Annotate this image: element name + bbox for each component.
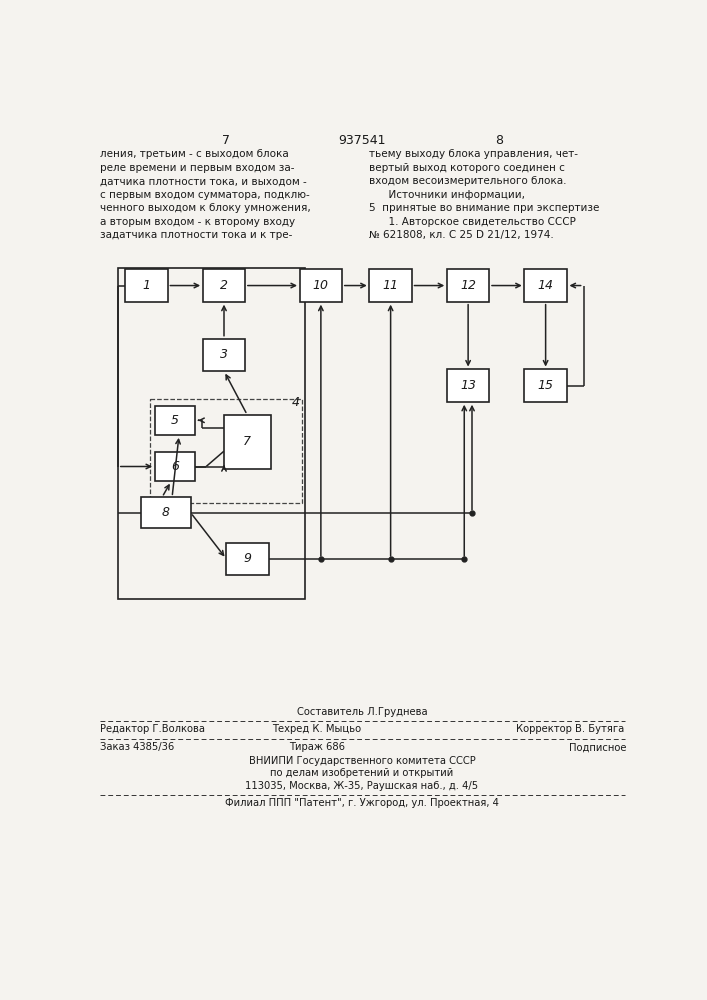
Text: Техред К. Мыцьо: Техред К. Мыцьо (272, 724, 361, 734)
Text: входом весоизмерительного блока.: входом весоизмерительного блока. (369, 176, 566, 186)
FancyBboxPatch shape (125, 269, 168, 302)
Text: Филиал ППП "Патент", г. Ужгород, ул. Проектная, 4: Филиал ППП "Патент", г. Ужгород, ул. Про… (225, 798, 499, 808)
Text: Тираж 686: Тираж 686 (289, 742, 345, 752)
Text: Редактор Г.Волкова: Редактор Г.Волкова (100, 724, 205, 734)
FancyBboxPatch shape (447, 369, 489, 402)
FancyBboxPatch shape (447, 269, 489, 302)
Text: а вторым входом - к второму входу: а вторым входом - к второму входу (100, 217, 295, 227)
Text: 6: 6 (171, 460, 179, 473)
Text: Подписное: Подписное (569, 742, 626, 752)
Text: Заказ 4385/36: Заказ 4385/36 (100, 742, 174, 752)
Text: реле времени и первым входом за-: реле времени и первым входом за- (100, 163, 295, 173)
Text: задатчика плотности тока и к тре-: задатчика плотности тока и к тре- (100, 230, 293, 240)
Text: Составитель Л.Груднева: Составитель Л.Груднева (297, 707, 427, 717)
FancyBboxPatch shape (300, 269, 342, 302)
FancyBboxPatch shape (203, 269, 245, 302)
Text: ченного выходом к блоку умножения,: ченного выходом к блоку умножения, (100, 203, 311, 213)
Text: 1. Авторское свидетельство СССР: 1. Авторское свидетельство СССР (369, 217, 575, 227)
Text: № 621808, кл. С 25 D 21/12, 1974.: № 621808, кл. С 25 D 21/12, 1974. (369, 230, 554, 240)
Text: 11: 11 (382, 279, 399, 292)
Text: 12: 12 (460, 279, 476, 292)
FancyBboxPatch shape (369, 269, 412, 302)
Text: 7: 7 (243, 435, 251, 448)
Text: 13: 13 (460, 379, 476, 392)
Text: 3: 3 (220, 348, 228, 361)
FancyBboxPatch shape (525, 269, 567, 302)
Text: 4: 4 (291, 396, 300, 409)
Text: ления, третьим - с выходом блока: ления, третьим - с выходом блока (100, 149, 288, 159)
Text: 8: 8 (495, 134, 503, 147)
Text: ВНИИПИ Государственного комитета СССР: ВНИИПИ Государственного комитета СССР (249, 756, 475, 766)
Text: 113035, Москва, Ж-35, Раушская наб., д. 4/5: 113035, Москва, Ж-35, Раушская наб., д. … (245, 781, 479, 791)
FancyBboxPatch shape (203, 339, 245, 371)
Text: тьему выходу блока управления, чет-: тьему выходу блока управления, чет- (369, 149, 578, 159)
Text: 5  принятые во внимание при экспертизе: 5 принятые во внимание при экспертизе (369, 203, 600, 213)
FancyBboxPatch shape (224, 415, 271, 469)
Text: с первым входом сумматора, подклю-: с первым входом сумматора, подклю- (100, 190, 310, 200)
Text: 1: 1 (143, 279, 151, 292)
Text: 10: 10 (313, 279, 329, 292)
FancyBboxPatch shape (141, 497, 191, 528)
Text: 15: 15 (537, 379, 554, 392)
Text: датчика плотности тока, и выходом -: датчика плотности тока, и выходом - (100, 176, 307, 186)
Text: 5: 5 (171, 414, 179, 427)
Text: 937541: 937541 (338, 134, 386, 147)
Text: 7: 7 (221, 134, 230, 147)
FancyBboxPatch shape (155, 452, 195, 481)
Text: Источники информации,: Источники информации, (369, 190, 525, 200)
Text: 8: 8 (162, 506, 170, 519)
FancyBboxPatch shape (525, 369, 567, 402)
Text: по делам изобретений и открытий: по делам изобретений и открытий (270, 768, 454, 778)
FancyBboxPatch shape (226, 543, 269, 575)
Text: 14: 14 (537, 279, 554, 292)
Text: 2: 2 (220, 279, 228, 292)
Text: вертый выход которого соединен с: вертый выход которого соединен с (369, 163, 565, 173)
FancyBboxPatch shape (155, 406, 195, 435)
Text: 9: 9 (243, 552, 251, 565)
Text: Корректор В. Бутяга: Корректор В. Бутяга (516, 724, 625, 734)
